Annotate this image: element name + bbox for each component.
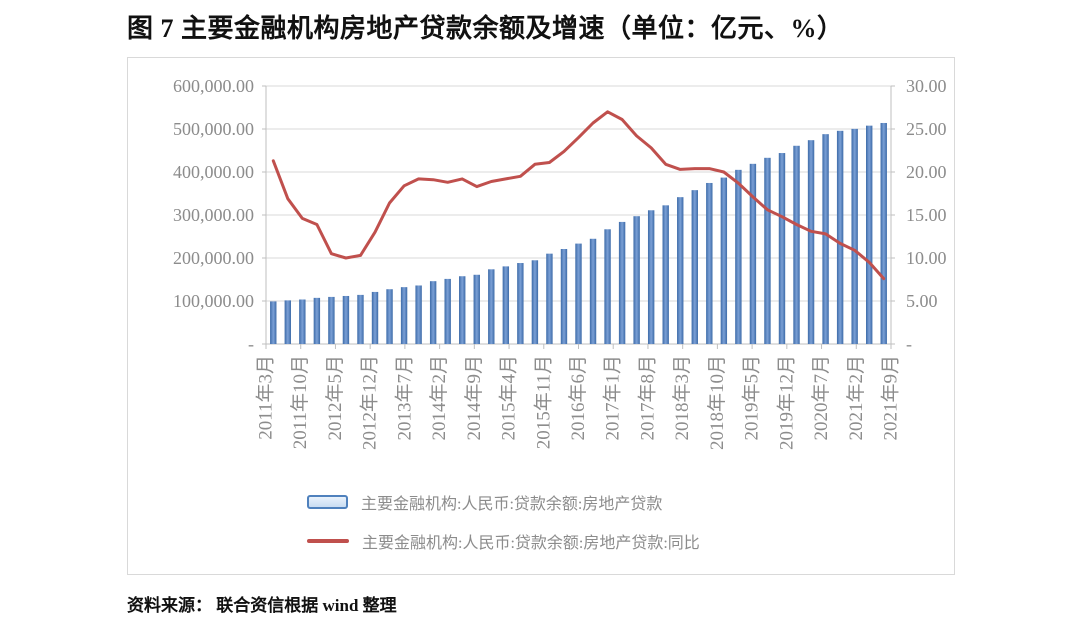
svg-text:600,000.00: 600,000.00 xyxy=(173,76,254,96)
svg-text:5.00: 5.00 xyxy=(906,291,938,311)
svg-text:400,000.00: 400,000.00 xyxy=(173,162,254,182)
svg-text:2016年6月: 2016年6月 xyxy=(567,355,589,441)
svg-text:2021年9月: 2021年9月 xyxy=(880,355,902,441)
svg-text:2021年2月: 2021年2月 xyxy=(845,355,867,441)
svg-text:2014年2月: 2014年2月 xyxy=(428,355,450,441)
svg-text:2018年3月: 2018年3月 xyxy=(671,355,693,441)
svg-text:2013年7月: 2013年7月 xyxy=(393,355,415,441)
legend-item-balance: 主要金融机构:人民币:贷款余额:房地产贷款 xyxy=(307,492,663,513)
svg-text:25.00: 25.00 xyxy=(906,119,947,139)
svg-text:2017年1月: 2017年1月 xyxy=(602,355,624,441)
svg-text:2019年5月: 2019年5月 xyxy=(741,355,763,441)
svg-text:200,000.00: 200,000.00 xyxy=(173,248,254,268)
svg-text:2011年10月: 2011年10月 xyxy=(289,355,311,449)
line-series-swatch-icon xyxy=(307,539,349,543)
svg-text:2020年7月: 2020年7月 xyxy=(810,355,832,441)
legend-item-growth: 主要金融机构:人民币:贷款余额:房地产贷款:同比 xyxy=(307,531,700,552)
svg-text:2015年4月: 2015年4月 xyxy=(498,355,520,441)
svg-text:2011年3月: 2011年3月 xyxy=(255,355,277,440)
svg-text:30.00: 30.00 xyxy=(906,76,947,96)
svg-text:2017年8月: 2017年8月 xyxy=(636,355,658,441)
legend-label-balance: 主要金融机构:人民币:贷款余额:房地产贷款 xyxy=(361,496,663,513)
x-axis-labels: 2011年3月 2011年10月 2012年5月 2012年12月 2013年7月 201… xyxy=(255,344,902,450)
svg-text:20.00: 20.00 xyxy=(906,162,947,182)
svg-text:2012年5月: 2012年5月 xyxy=(324,355,346,441)
svg-text:-: - xyxy=(906,334,912,354)
source-note: 资料来源： 联合资信根据 wind 整理 xyxy=(127,596,397,615)
svg-text:100,000.00: 100,000.00 xyxy=(173,291,254,311)
svg-text:2018年10月: 2018年10月 xyxy=(706,355,728,450)
svg-text:300,000.00: 300,000.00 xyxy=(173,205,254,225)
chart-frame: 600,000.00 500,000.00 400,000.00 300,000.00… xyxy=(127,57,955,575)
chart-title: 图 7 主要金融机构房地产贷款余额及增速（单位：亿元、%） xyxy=(127,14,844,43)
svg-text:500,000.00: 500,000.00 xyxy=(173,119,254,139)
svg-text:2014年9月: 2014年9月 xyxy=(463,355,485,441)
bar-series-swatch-icon xyxy=(307,495,348,509)
legend-label-growth: 主要金融机构:人民币:贷款余额:房地产贷款:同比 xyxy=(362,535,700,552)
svg-text:2012年12月: 2012年12月 xyxy=(359,355,381,450)
bar-series xyxy=(270,122,887,345)
svg-text:2015年11月: 2015年11月 xyxy=(532,355,554,449)
svg-text:15.00: 15.00 xyxy=(906,205,947,225)
plot-svg: 600,000.00 500,000.00 400,000.00 300,000.00… xyxy=(173,76,947,450)
svg-text:2019年12月: 2019年12月 xyxy=(775,355,797,450)
svg-text:10.00: 10.00 xyxy=(906,248,947,268)
svg-text:-: - xyxy=(248,334,254,354)
growth-line xyxy=(271,110,886,281)
